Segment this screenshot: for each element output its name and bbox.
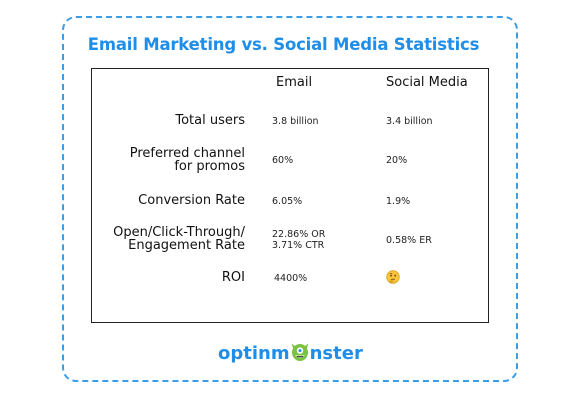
optinmonster-logo: optinm nster <box>218 340 363 366</box>
cell-social-preferred-channel: 20% <box>386 155 408 166</box>
cell-email-conversion-rate: 6.05% <box>272 196 303 207</box>
cell-email-total-users: 3.8 billion <box>272 116 319 127</box>
cell-email-engagement-rate: 22.86% OR 3.71% CTR <box>272 229 326 251</box>
row-label-preferred-channel: Preferred channel for promos <box>130 147 245 173</box>
logo-text-right: nster <box>309 342 363 364</box>
cell-email-roi: 4400% <box>274 273 308 284</box>
row-label-preferred-channel-text: Preferred channel for promos <box>129 146 245 174</box>
column-header-email: Email <box>276 75 313 90</box>
row-label-total-users: Total users <box>175 113 245 128</box>
row-label-engagement-rate-text: Open/Click-Through/ Engagement Rate <box>113 225 245 253</box>
cell-social-total-users: 3.4 billion <box>386 116 433 127</box>
logo-text-left: optinm <box>218 342 290 364</box>
row-label-conversion-rate: Conversion Rate <box>138 193 245 208</box>
comparison-table <box>91 68 489 323</box>
cell-social-conversion-rate: 1.9% <box>386 196 411 207</box>
row-label-engagement-rate: Open/Click-Through/ Engagement Rate <box>113 226 245 252</box>
cell-social-roi <box>386 270 400 287</box>
column-header-social-media: Social Media <box>386 75 468 90</box>
cell-email-preferred-channel: 60% <box>272 155 294 166</box>
stats-card <box>62 16 518 382</box>
page-title: Email Marketing vs. Social Media Statist… <box>87 35 480 54</box>
thinking-face-emoji-icon <box>386 270 400 284</box>
green-monster-icon <box>291 342 309 362</box>
row-label-roi: ROI <box>221 270 245 285</box>
cell-social-engagement-rate: 0.58% ER <box>386 235 432 246</box>
